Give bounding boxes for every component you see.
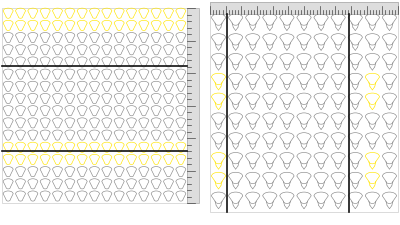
Bar bbox=[187, 8, 199, 203]
Bar bbox=[210, 2, 398, 212]
Bar bbox=[2, 8, 187, 203]
Bar bbox=[210, 2, 398, 14]
